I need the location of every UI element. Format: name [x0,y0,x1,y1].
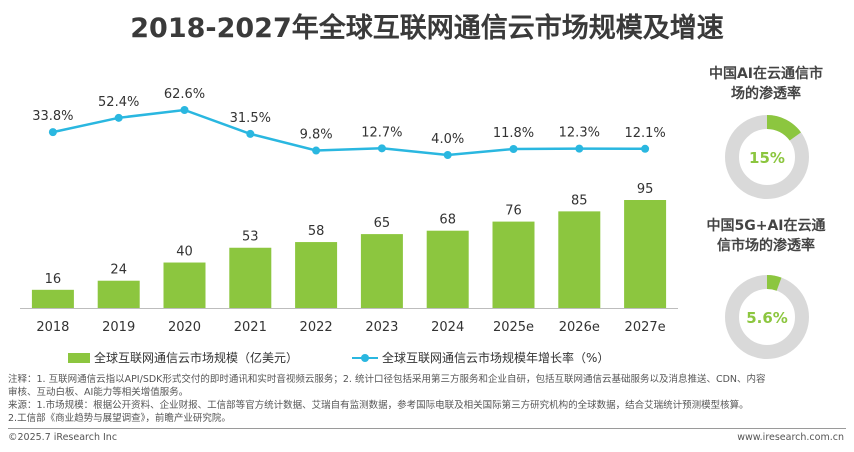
note-line-2: 审核、互动白板、AI能力等相关增值服务。 [8,387,189,398]
growth-label-2023: 12.7% [361,125,402,140]
legend-line-swatch [352,353,378,363]
growth-label-2022: 9.8% [300,128,333,143]
x-tick-2026e: 2026e [559,320,600,335]
donut-value-label: 5.6% [746,309,788,327]
x-tick-2021: 2021 [234,320,267,335]
growth-point-2026e [575,144,584,153]
bar-2018 [31,289,74,308]
bar-label-2019: 24 [110,263,127,278]
x-tick-2025e: 2025e [493,320,534,335]
legend-bar-swatch [68,352,90,363]
notes: 注释：1. 互联网通信云指以API/SDK形式交付的即时通讯和实时音视频云服务；… [8,373,848,425]
growth-label-2026e: 12.3% [559,126,600,141]
bar-label-2024: 68 [439,213,456,228]
growth-point-2020 [180,106,189,114]
x-tick-2024: 2024 [431,320,464,335]
legend-line-label: 全球互联网通信云市场规模年增长率（%） [382,351,610,365]
growth-point-2021 [246,129,255,138]
bar-2027e [624,200,667,308]
bar-label-2023: 65 [374,216,391,231]
bar-2021 [229,247,272,308]
growth-rate-line [52,108,646,157]
ai-penetration-title: 中国AI在云通信市 场的渗透率 [686,64,846,104]
source-line-2: 2.工信部《商业趋势与展望调查》，前瞻产业研究院。 [8,413,231,424]
growth-label-2018: 33.8% [32,109,73,124]
ai5g-title-line2: 信市场的渗透率 [717,238,815,254]
x-tick-2027e: 2027e [625,320,666,335]
ai5g-penetration-title: 中国5G+AI在云通 信市场的渗透率 [686,216,846,256]
ai-title-line1: 中国AI在云通信市 [708,66,824,82]
bar-2022 [295,242,338,308]
donut-value-label: 15% [749,149,785,167]
page-title: 2018-2027年全球互联网通信云市场规模及增速 [130,13,724,44]
bar-label-2022: 58 [308,224,325,239]
growth-point-2025e [509,145,518,154]
growth-point-2018 [48,128,57,137]
bar-label-2026e: 85 [571,193,588,208]
x-tick-2023: 2023 [365,320,398,335]
x-tick-2019: 2019 [102,320,135,335]
bar-label-2020: 40 [176,245,193,260]
bar-label-2025e: 76 [505,204,522,219]
x-tick-2018: 2018 [36,320,69,335]
ai-title-line2: 场的渗透率 [731,86,801,102]
ai5g-penetration-donut: 5.6% [725,274,809,359]
bar-2024 [426,230,469,308]
website-url: www.iresearch.com.cn [737,432,844,443]
bar-2025e [492,221,535,308]
legend-bar: 全球互联网通信云市场规模（亿美元） [68,349,298,366]
growth-label-2024: 4.0% [431,132,464,147]
note-line-1: 注释：1. 互联网通信云指以API/SDK形式交付的即时通讯和实时音视频云服务；… [8,374,766,385]
donut-share-slice [766,274,782,291]
growth-label-2020: 62.6% [164,87,205,102]
ai5g-title-line1: 中国5G+AI在云通 [706,218,826,234]
bar-label-2021: 53 [242,230,259,245]
legend-line: 全球互联网通信云市场规模年增长率（%） [352,349,609,366]
x-tick-2022: 2022 [300,320,333,335]
bar-2020 [163,262,206,308]
x-tick-2020: 2020 [168,320,201,335]
bar-label-2027e: 95 [637,182,654,197]
growth-point-2024 [443,151,452,159]
copyright: ©2025.7 iResearch Inc [8,432,118,443]
footer-divider [8,428,846,429]
growth-point-2019 [114,113,123,122]
growth-label-2019: 52.4% [98,95,139,110]
bar-2019 [97,280,140,308]
growth-label-2025e: 11.8% [493,126,534,141]
growth-label-2021: 31.5% [230,111,271,126]
source-line-1: 来源：1.市场规模：根据公开资料、企业财报、工信部等官方统计数据、艾瑞自有监测数… [8,400,749,411]
growth-label-2027e: 12.1% [624,126,665,141]
bar-2023 [360,234,403,308]
bar-label-2018: 16 [45,272,62,287]
bar-2026e [558,211,601,308]
donut-share-slice [766,115,801,141]
growth-point-2023 [377,144,386,153]
growth-point-2027e [641,144,650,153]
growth-point-2022 [312,146,321,155]
ai-penetration-donut: 15% [725,115,809,199]
legend-bar-label: 全球互联网通信云市场规模（亿美元） [94,351,299,365]
